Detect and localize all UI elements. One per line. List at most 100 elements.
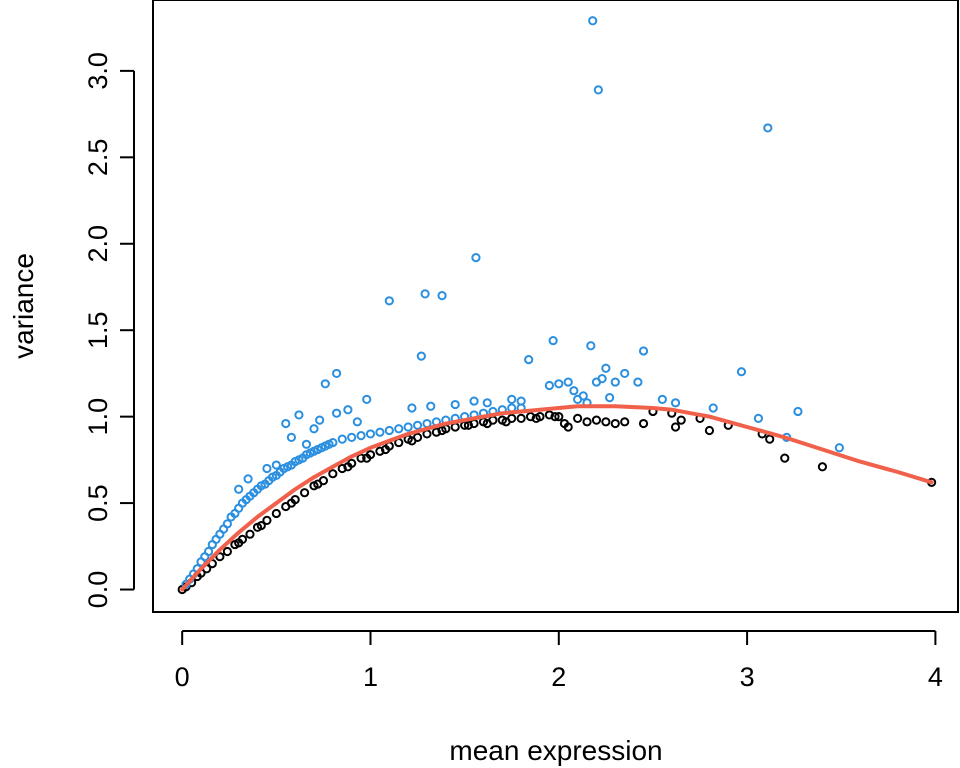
highlighted-point — [243, 474, 253, 484]
highlighted-point — [320, 379, 330, 389]
highlighted-point — [203, 546, 214, 557]
highlighted-point — [482, 398, 492, 408]
other-point — [450, 422, 460, 432]
other-point — [245, 529, 255, 539]
y-tick-label: 2.0 — [83, 225, 113, 263]
highlighted-point — [356, 431, 366, 441]
highlighted-point — [420, 289, 430, 299]
other-point — [704, 425, 715, 436]
highlighted-point — [610, 377, 620, 387]
highlighted-point — [578, 391, 588, 401]
highlighted-point — [834, 443, 844, 453]
highlighted-point — [597, 374, 607, 384]
highlighted-point — [328, 437, 338, 448]
other-point — [582, 417, 592, 427]
other-point — [356, 453, 366, 463]
highlighted-point — [588, 16, 598, 26]
x-tick-label: 3 — [740, 662, 755, 692]
highlighted-point — [569, 386, 579, 396]
highlighted-point — [412, 420, 423, 430]
y-tick-label: 1.5 — [83, 311, 113, 349]
x-axis: 0 1 2 3 4 — [175, 630, 943, 692]
other-point — [431, 427, 441, 437]
other-point — [765, 434, 775, 444]
other-point — [531, 413, 541, 423]
other-point — [337, 463, 347, 474]
plot-frame — [152, 0, 959, 613]
highlighted-point — [793, 406, 803, 417]
highlighted-point — [548, 335, 558, 346]
trend-line — [180, 404, 934, 592]
other-point — [550, 412, 560, 422]
other-point — [234, 538, 244, 548]
highlighted-point — [234, 484, 244, 494]
highlighted-point — [554, 379, 564, 389]
highlighted-point — [426, 401, 436, 411]
other-point — [817, 462, 828, 472]
other-point — [554, 412, 564, 422]
highlighted-point — [670, 398, 681, 408]
highlighted-point — [394, 424, 404, 434]
x-tick-label: 2 — [551, 662, 566, 692]
other-point — [286, 498, 297, 508]
highlighted-point — [294, 410, 304, 420]
other-point — [573, 413, 583, 423]
highlighted-point — [271, 460, 281, 470]
y-tick-label: 0.5 — [83, 484, 113, 522]
x-axis-title: mean expression — [449, 735, 662, 766]
highlighted-point — [620, 368, 630, 379]
other-point — [610, 418, 620, 429]
points-other-series — [177, 406, 937, 595]
highlighted-point — [222, 519, 232, 529]
other-point — [262, 515, 272, 525]
y-tick-label: 2.5 — [83, 139, 113, 177]
highlighted-point — [586, 341, 596, 351]
other-point — [328, 469, 338, 479]
highlighted-point — [407, 403, 417, 413]
highlighted-point — [384, 296, 394, 306]
other-point — [544, 410, 554, 420]
highlighted-point — [657, 394, 667, 404]
highlighted-point — [337, 434, 347, 444]
highlighted-point — [286, 432, 297, 442]
x-tick-label: 0 — [175, 662, 190, 692]
highlighted-point — [362, 394, 372, 404]
other-point — [271, 508, 281, 519]
other-point — [215, 552, 225, 562]
other-point — [380, 444, 391, 455]
other-point — [620, 417, 630, 427]
other-point — [780, 453, 790, 463]
points-highlighted-series — [181, 16, 844, 589]
highlighted-point — [563, 377, 573, 387]
highlighted-point — [384, 425, 394, 436]
other-point — [222, 546, 232, 557]
other-point — [501, 417, 511, 427]
other-point — [670, 422, 681, 432]
highlighted-point — [315, 415, 325, 425]
other-point — [299, 488, 310, 498]
highlighted-point — [753, 413, 763, 423]
other-point — [676, 415, 686, 425]
highlighted-point — [763, 123, 773, 133]
highlighted-point — [416, 351, 426, 361]
highlighted-point — [281, 418, 291, 429]
other-point — [362, 453, 372, 463]
other-point — [482, 418, 492, 429]
highlighted-point — [516, 396, 526, 406]
highlighted-point — [544, 380, 554, 391]
highlighted-point — [638, 346, 649, 356]
highlighted-point — [507, 394, 517, 404]
other-point — [516, 413, 526, 423]
other-point — [638, 418, 649, 429]
highlighted-point — [708, 403, 718, 413]
other-point — [463, 420, 474, 430]
other-point — [343, 462, 353, 472]
highlighted-point — [633, 377, 643, 387]
other-point — [313, 479, 323, 489]
highlighted-point — [375, 427, 385, 437]
highlighted-point — [601, 363, 611, 373]
x-tick-label: 4 — [928, 662, 943, 692]
other-point — [591, 415, 602, 425]
highlighted-point — [262, 463, 272, 474]
